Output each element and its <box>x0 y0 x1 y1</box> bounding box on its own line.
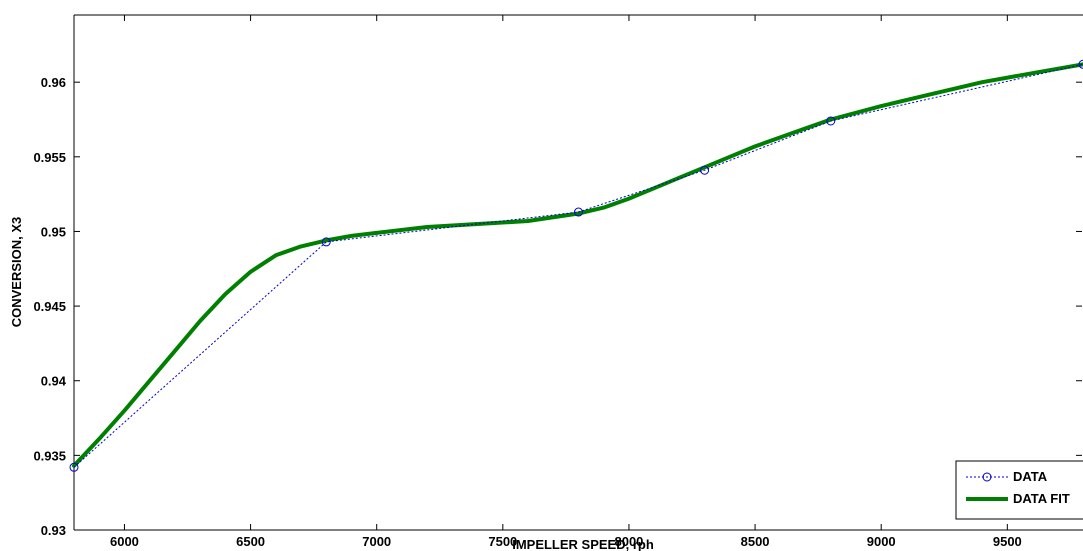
x-tick-label: 7000 <box>362 534 391 549</box>
legend: DATA DATA FIT <box>955 460 1083 520</box>
data-point <box>826 116 836 126</box>
y-tick-label: 0.945 <box>33 299 66 314</box>
y-tick-label: 0.935 <box>33 448 66 463</box>
series-line-data <box>73 63 1083 468</box>
y-ticks: 0.93 0.935 0.94 0.945 0.95 0.955 0.96 <box>33 75 1082 538</box>
y-tick-label: 0.93 <box>41 523 66 538</box>
y-tick-label: 0.96 <box>41 75 66 90</box>
legend-data-label: DATA <box>1013 469 1048 484</box>
data-point <box>321 237 331 247</box>
legend-data-marker <box>982 472 992 482</box>
x-tick-label: 8000 <box>614 534 643 549</box>
y-axis-label: CONVERSION, X3 <box>9 217 24 328</box>
x-axis-label: IMPELLER SPEED, rph <box>512 537 654 551</box>
y-tick-label: 0.94 <box>41 374 67 389</box>
data-point <box>1078 59 1083 69</box>
x-tick-label: 7500 <box>488 534 517 549</box>
x-tick-label: 9000 <box>867 534 896 549</box>
x-tick-label: 8500 <box>741 534 770 549</box>
data-point <box>574 207 583 217</box>
data-point <box>69 462 79 472</box>
x-tick-label: 6000 <box>110 534 139 549</box>
y-tick-label: 0.955 <box>33 150 66 165</box>
legend-box <box>955 460 1083 520</box>
x-tick-label: 9500 <box>993 534 1022 549</box>
x-ticks: 6000 6500 7000 7500 8000 8500 9000 9500 <box>110 15 1022 549</box>
data-point <box>700 165 710 175</box>
legend-fit-label: DATA FIT <box>1013 491 1070 506</box>
series-layer <box>69 59 1083 472</box>
y-tick-label: 0.95 <box>41 224 66 239</box>
plot-area <box>74 15 1083 530</box>
x-tick-label: 6500 <box>236 534 265 549</box>
